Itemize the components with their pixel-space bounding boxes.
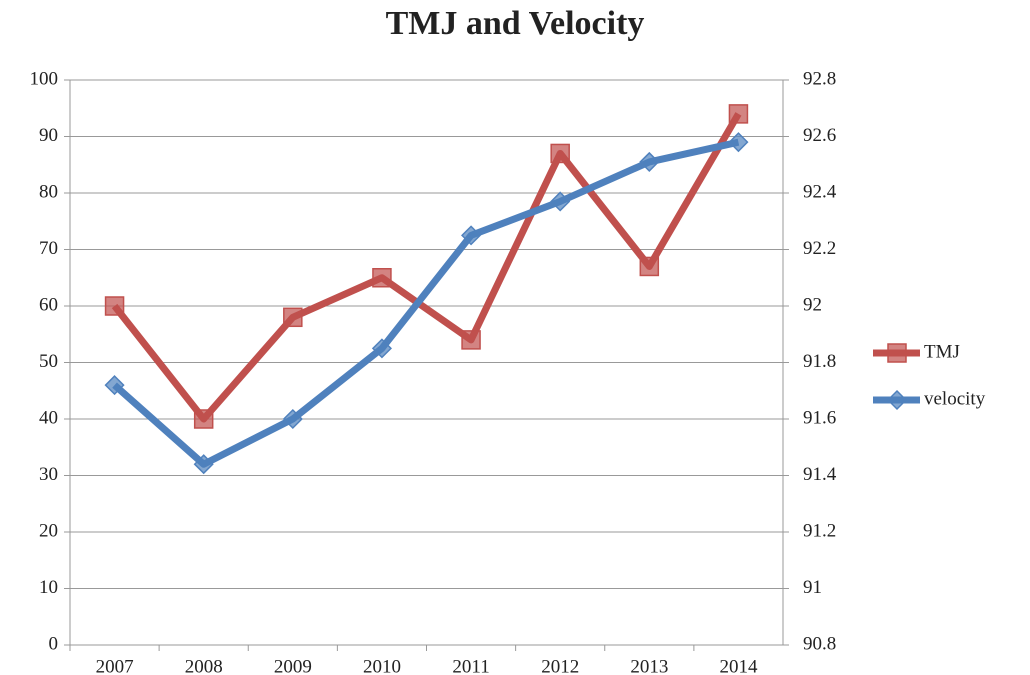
chart-title: TMJ and Velocity — [386, 5, 645, 42]
y-tick-label: 100 — [30, 68, 59, 89]
x-tick-label: 2007 — [96, 656, 134, 675]
point — [639, 256, 660, 277]
y-tick-label: 80 — [39, 181, 58, 202]
x-tick-label: 2012 — [541, 656, 579, 675]
point — [550, 191, 571, 212]
point — [282, 408, 303, 430]
series-line — [112, 138, 740, 468]
y-tick-label: 20 — [39, 520, 58, 541]
y2-tick-label: 92.8 — [803, 68, 836, 89]
y-tick-label: 70 — [39, 238, 58, 259]
y-tick-label: 60 — [39, 294, 58, 315]
point — [193, 409, 214, 429]
point — [283, 307, 303, 328]
y2-tick-label: 91 — [803, 577, 822, 598]
legend-label: TMJ — [924, 341, 960, 362]
y-tick-label: 10 — [39, 577, 58, 598]
y2-tick-label: 90.8 — [803, 633, 836, 654]
y2-tick-label: 91.8 — [803, 351, 836, 372]
y-tick-label: 40 — [39, 407, 58, 428]
point — [639, 151, 660, 172]
point — [193, 454, 214, 475]
point — [371, 338, 392, 359]
y-tick-label: 0 — [49, 633, 59, 654]
y2-tick-label: 91.6 — [803, 407, 836, 428]
y2-tick-label: 92.6 — [803, 125, 836, 146]
y-tick-label: 50 — [39, 351, 58, 372]
y2-tick-label: 91.2 — [803, 520, 836, 541]
legend-marker — [886, 389, 908, 411]
point — [372, 268, 392, 288]
series-line — [111, 112, 742, 423]
point — [728, 104, 749, 124]
x-tick-label: 2013 — [630, 656, 668, 675]
point — [728, 132, 749, 153]
y-tick-label: 90 — [39, 125, 58, 146]
point — [461, 225, 482, 246]
point — [104, 375, 125, 396]
legend-marker — [887, 343, 907, 363]
point — [461, 330, 481, 350]
y2-tick-label: 91.4 — [803, 464, 837, 485]
legend-label: velocity — [924, 388, 986, 409]
y2-tick-label: 92.4 — [803, 181, 837, 202]
x-tick-label: 2009 — [274, 656, 312, 675]
x-tick-label: 2008 — [185, 656, 223, 675]
y2-tick-label: 92.2 — [803, 238, 836, 259]
point — [104, 296, 125, 316]
x-tick-label: 2014 — [719, 656, 758, 675]
y-tick-label: 30 — [39, 464, 58, 485]
x-tick-label: 2011 — [452, 656, 489, 675]
y2-tick-label: 92 — [803, 294, 822, 315]
x-tick-label: 2010 — [363, 656, 401, 675]
point — [550, 143, 570, 164]
